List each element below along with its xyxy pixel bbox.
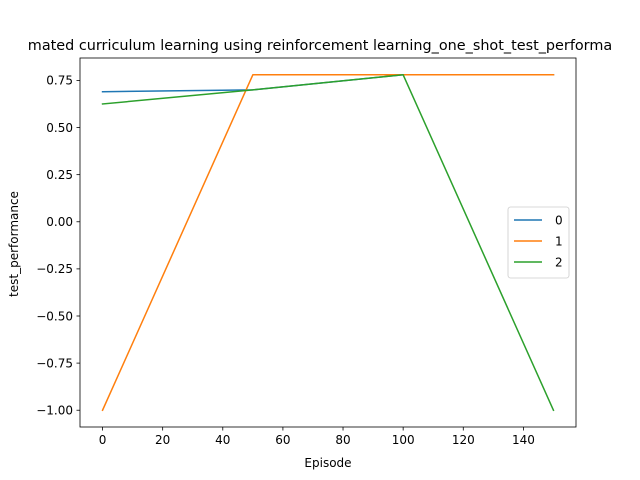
legend-label-2: 2 (555, 255, 563, 269)
legend-label-0: 0 (555, 213, 563, 227)
y-tick-label: 0.00 (46, 215, 73, 229)
x-axis: 0 20 40 60 80 100 120 140 (99, 427, 535, 447)
chart-title: mated curriculum learning using reinforc… (28, 38, 612, 54)
x-tick-label: 80 (335, 433, 350, 447)
axes-frame (79, 57, 577, 428)
y-tick-label: −0.25 (36, 262, 73, 276)
x-tick-label: 120 (452, 433, 475, 447)
y-tick-label: −1.00 (36, 404, 73, 418)
y-tick-label: 0.50 (46, 121, 73, 135)
y-tick-label: 0.25 (46, 168, 73, 182)
series-line-1 (101, 74, 555, 412)
x-tick-label: 20 (155, 433, 170, 447)
plot-area (79, 57, 577, 428)
series-line-2 (101, 74, 555, 412)
series-layer (101, 74, 555, 412)
x-tick-label: 100 (392, 433, 415, 447)
x-tick-label: 140 (512, 433, 535, 447)
y-axis-label: test_performance (7, 191, 21, 297)
y-tick-label: −0.75 (36, 356, 73, 370)
legend-label-1: 1 (555, 234, 563, 248)
y-tick-label: −0.50 (36, 309, 73, 323)
y-tick-label: 0.75 (46, 74, 73, 88)
legend: 0 1 2 (507, 206, 570, 279)
x-tick-label: 40 (215, 433, 230, 447)
x-tick-label: 60 (275, 433, 290, 447)
legend-box (507, 206, 570, 279)
x-tick-label: 0 (99, 433, 107, 447)
y-axis: −1.00 −0.75 −0.50 −0.25 0.00 0.25 0.50 0.75 (36, 74, 80, 418)
x-axis-label: Episode (304, 456, 351, 470)
